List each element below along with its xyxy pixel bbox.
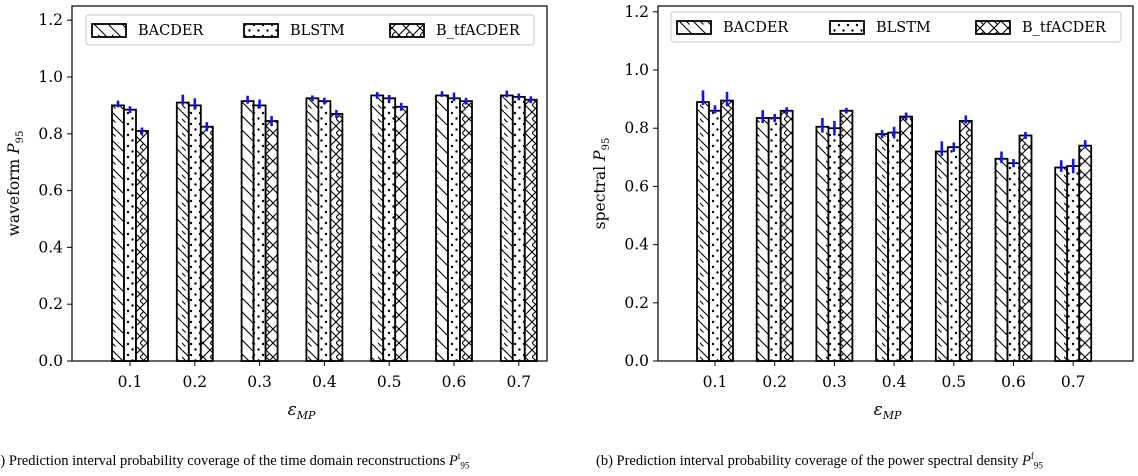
bar-bacder [499,94,514,362]
bar-bacder [815,125,830,362]
y-tick-label: 0.2 [38,295,63,313]
bar-blstm [511,95,526,362]
x-axis-label: εMP [874,400,902,422]
bar-blstm [827,127,842,362]
bar-blstm [1006,162,1021,362]
x-tick-label: 0.1 [118,373,143,391]
x-tick-label: 0.4 [882,373,907,391]
chart-panel-b: 0.0 0.2 0.4 0.6 0.8 1.0 1.2 0.1 0.2 0.3 0.4 0.5 0.6 0… [591,3,1134,422]
x-tick-label: 0.3 [247,373,272,391]
bar-bacder [370,94,385,362]
bar-blstm [252,104,267,362]
legend-swatch [676,20,712,35]
legend-swatch [829,20,865,35]
bar-b_tfacder [958,120,973,362]
y-tick-label: 0.8 [624,119,649,137]
bar-bacder [994,157,1009,362]
x-tick-label: 0.6 [1001,373,1026,391]
bar-blstm [887,131,901,362]
chart-panel-a: 0.0 0.2 0.4 0.6 0.8 1.0 1.2 0.1 0.2 0.3 0.4 0.5 0.6 0… [5,5,548,422]
x-tick-label: 0.4 [312,373,337,391]
legend-swatch [91,23,127,38]
bar-bacder [240,100,255,362]
y-tick-label: 0.4 [38,238,63,256]
legend-label: B_tfACDER [1022,20,1107,36]
bar-bacder [1054,166,1069,362]
bar-b_tfacder [839,109,854,362]
x-tick-label: 0.6 [442,373,467,391]
legend-label: BLSTM [290,23,345,39]
bar-b_tfacder [264,120,279,362]
x-tick-label: 0.2 [762,373,787,391]
y-tick-label: 0.8 [38,125,63,143]
legend-swatch [975,20,1011,35]
x-tick-label: 0.7 [1061,373,1086,391]
y-tick-label: 1.2 [624,3,649,21]
bar-bacder [934,150,949,362]
y-tick-label: 1.0 [624,61,649,79]
bar-bacder [111,104,125,362]
bar-blstm [447,97,461,362]
bar-bacder [875,133,889,362]
x-tick-label: 0.1 [703,373,728,391]
y-axis-label: spectral P95 [591,138,612,230]
x-tick-label: 0.5 [377,373,402,391]
y-tick-label: 1.0 [38,68,63,86]
legend-swatch [243,23,279,38]
bar-blstm [123,108,137,362]
bar-bacder [175,101,190,362]
bar-blstm [382,97,397,362]
legend-swatch [389,23,425,38]
y-tick-label: 0.6 [38,182,63,200]
axes-frame [657,5,1134,362]
legend-label: BLSTM [876,20,931,36]
legend-label: BACDER [723,20,789,36]
bar-b_tfacder [135,130,149,362]
bar-b_tfacder [394,105,409,362]
y-tick-label: 1.2 [38,11,63,29]
y-tick-label: 0.6 [624,177,649,195]
bar-bacder [755,117,770,362]
bar-b_tfacder [899,115,913,362]
bar-blstm [767,117,782,362]
bar-bacder [435,94,449,362]
bar-blstm [317,100,332,362]
x-tick-label: 0.2 [182,373,207,391]
bar-blstm [1066,165,1081,362]
bar-b_tfacder [459,100,473,362]
bar-b_tfacder [720,99,734,362]
legend-label: BACDER [138,23,204,39]
bar-blstm [187,104,202,362]
bar-b_tfacder [199,125,214,362]
y-axis-label: waveform P95 [5,131,26,237]
y-tick-label: 0.0 [624,352,649,370]
bar-b_tfacder [523,98,538,362]
caption-a: a) Prediction interval probability cover… [0,451,470,471]
bar-blstm [946,146,961,362]
x-tick-label: 0.7 [506,373,531,391]
x-tick-label: 0.3 [822,373,847,391]
bar-bacder [305,97,320,362]
legend-label: B_tfACDER [436,23,521,39]
x-axis-label: εMP [288,400,316,422]
y-tick-label: 0.2 [624,294,649,312]
bar-b_tfacder [779,109,794,362]
x-tick-label: 0.5 [941,373,966,391]
bar-b_tfacder [1078,144,1093,362]
y-tick-label: 0.4 [624,236,649,254]
bar-bacder [696,101,710,362]
bar-b_tfacder [329,113,344,362]
bar-blstm [708,109,722,362]
y-tick-label: 0.0 [38,352,63,370]
bar-b_tfacder [1018,134,1033,362]
axes-frame [71,5,548,362]
caption-b: (b) Prediction interval probability cove… [596,451,1043,471]
